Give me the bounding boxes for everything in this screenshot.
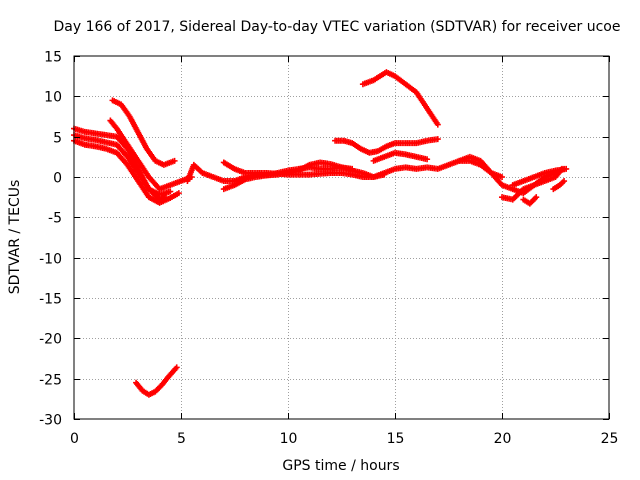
x-tick-label: 15: [387, 431, 405, 447]
x-tick-label: 20: [494, 431, 512, 447]
y-axis-label: SDTVAR / TECUs: [7, 180, 23, 295]
data-point: [163, 194, 170, 201]
series-track-3: [71, 132, 170, 203]
series-track-15: [509, 165, 570, 189]
chart-title: Day 166 of 2017, Sidereal Day-to-day VTE…: [54, 19, 621, 35]
data-point: [381, 171, 388, 178]
x-tick-label: 25: [601, 431, 619, 447]
y-tick-label: -15: [39, 292, 62, 308]
data-point: [533, 194, 540, 201]
x-tick-label: 5: [177, 431, 186, 447]
y-tick-label: -5: [48, 211, 62, 227]
series-track-16: [520, 194, 540, 207]
y-tick-label: 10: [44, 90, 62, 106]
y-tick-label: 15: [44, 50, 62, 66]
y-tick-label: -30: [39, 413, 62, 429]
data-point: [171, 157, 178, 164]
x-tick-label: 10: [280, 431, 298, 447]
series-track-4: [109, 97, 178, 168]
y-tick-label: -25: [39, 373, 62, 389]
data-point: [173, 364, 180, 371]
x-axis-label: GPS time / hours: [282, 458, 399, 474]
series-track-11: [359, 69, 441, 128]
series-track-6: [133, 364, 180, 398]
data-points: [71, 69, 570, 398]
series-track-9: [220, 159, 388, 180]
y-tick-label: -10: [39, 252, 62, 268]
data-point: [349, 165, 356, 172]
data-point: [561, 178, 568, 185]
series-track-12: [370, 149, 431, 164]
plot-area-frame: [73, 55, 610, 420]
data-point: [167, 188, 174, 195]
data-point: [563, 165, 570, 172]
axis-ticks: 0 5 10 15 20 25 -30 -25 -20 -15 -10 -5 0 5 10 15: [39, 50, 618, 448]
data-point: [499, 174, 505, 180]
series-track-17: [550, 178, 568, 193]
series-track-5: [107, 117, 195, 193]
data-point: [434, 121, 441, 128]
data-point: [424, 156, 431, 163]
y-tick-label: 0: [53, 171, 62, 187]
data-point: [175, 190, 182, 197]
series-track-10: [332, 136, 441, 156]
y-tick-label: 5: [53, 131, 62, 147]
y-tick-label: -20: [39, 332, 62, 348]
x-tick-label: 0: [70, 431, 79, 447]
data-point: [434, 136, 441, 143]
grid: [74, 56, 609, 419]
series-track-8: [220, 159, 356, 193]
series-track-2: [71, 137, 182, 206]
